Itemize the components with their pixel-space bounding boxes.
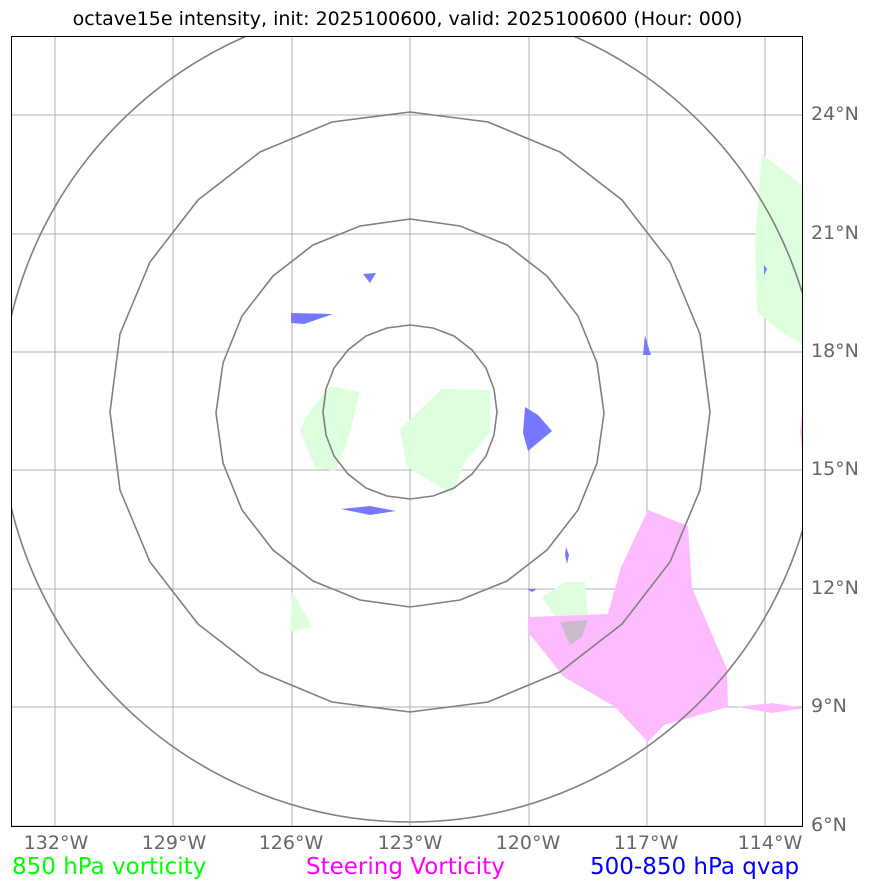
legend-vort850: 850 hPa vorticity [12, 854, 207, 880]
steering-patch [800, 412, 802, 450]
range-ring-4 [12, 37, 802, 823]
qvap-patch [565, 547, 569, 564]
lon-label-120w: 120°W [495, 832, 561, 854]
range-ring-2 [215, 218, 605, 608]
lat-label-24n: 24°N [811, 103, 859, 125]
range-rings [12, 37, 802, 823]
lat-label-12n: 12°N [811, 577, 859, 599]
lat-label-9n: 9°N [811, 695, 847, 717]
steering-patch [528, 510, 728, 742]
vort850-patch [300, 386, 360, 471]
lon-label-114w: 114°W [737, 832, 803, 854]
vort850-patch [290, 592, 312, 632]
lon-label-126w: 126°W [258, 832, 324, 854]
lat-label-15n: 15°N [811, 458, 859, 480]
qvap-patch [643, 335, 651, 355]
lat-label-21n: 21°N [811, 222, 859, 244]
steering-layer [528, 412, 802, 742]
lon-label-129w: 129°W [141, 832, 207, 854]
qvap-patch [363, 273, 376, 283]
steering-patch [737, 703, 802, 713]
map-panel[interactable] [11, 36, 803, 827]
range-ring-3 [109, 111, 711, 713]
qvap-patch [527, 589, 537, 592]
vort850-layer [290, 154, 802, 632]
qvap-patch [291, 313, 333, 324]
lon-label-132w: 132°W [23, 832, 89, 854]
lon-label-117w: 117°W [613, 832, 679, 854]
qvap-patch [523, 407, 552, 451]
qvap-patch [764, 265, 767, 275]
qvap-layer [291, 265, 767, 592]
lat-label-6n: 6°N [811, 814, 847, 836]
qvap-patch [341, 506, 396, 515]
legend-steering: Steering Vorticity [306, 854, 505, 880]
vort850-patch [755, 154, 802, 344]
legend-qvap: 500-850 hPa qvap [590, 854, 800, 880]
map-canvas [12, 37, 802, 826]
lat-label-18n: 18°N [811, 340, 859, 362]
vort850-patch [400, 389, 490, 494]
steering-overlap [560, 620, 588, 645]
range-ring-1 [322, 324, 498, 500]
lon-label-123w: 123°W [377, 832, 443, 854]
plot-title: octave15e intensity, init: 2025100600, v… [72, 8, 743, 30]
